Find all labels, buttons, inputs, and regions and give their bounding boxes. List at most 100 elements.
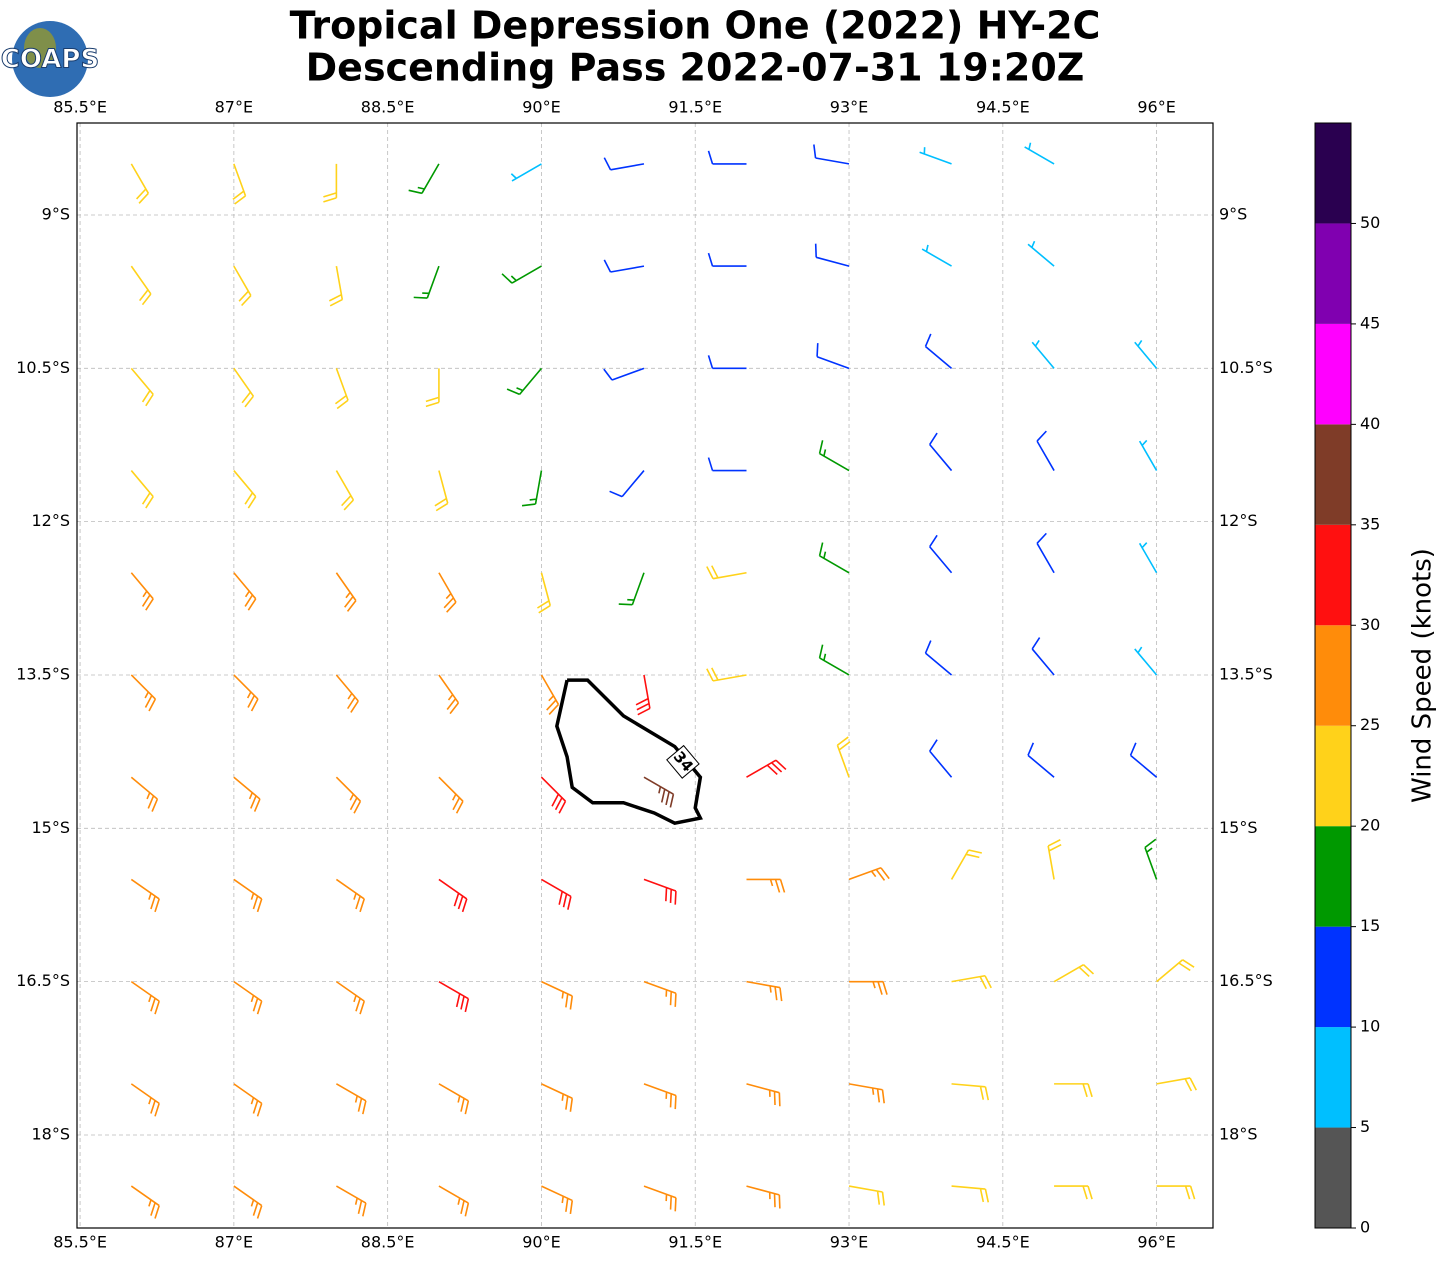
x-tick-label: 93°E (830, 1233, 868, 1252)
wind-barb (707, 457, 747, 472)
plot-frame (76, 122, 1214, 1229)
y-tick-label: 12°S (31, 511, 70, 530)
wind-barb (1036, 532, 1055, 574)
colorbar-frame (1314, 122, 1352, 1229)
x-tick-label: 91.5°E (668, 98, 722, 117)
wind-barb (438, 674, 460, 715)
colorbar-tick-label: 30 (1360, 615, 1380, 634)
wind-barb (130, 776, 159, 812)
y-tick-label: 10.5°S (1219, 358, 1273, 377)
x-tick-label: 93°E (830, 98, 868, 117)
wind-barb (537, 572, 552, 614)
x-tick-label: 91.5°E (668, 1233, 722, 1252)
wind-barb (233, 265, 252, 307)
x-tick-label: 87°E (215, 98, 253, 117)
wind-barb (1129, 742, 1158, 778)
x-tick-label: 85.5°E (53, 98, 107, 117)
wind-barb (818, 542, 850, 574)
wind-barb (618, 572, 645, 606)
colorbar-tick-label: 10 (1360, 1017, 1380, 1036)
wind-barb (438, 980, 470, 1013)
wind-barb (408, 163, 440, 195)
wind-barb (1047, 839, 1062, 880)
colorbar-segment (1315, 926, 1351, 1028)
wind-barb (541, 1083, 574, 1112)
x-tick-label: 94.5°E (976, 98, 1030, 117)
colorbar-tick-label: 5 (1360, 1117, 1370, 1136)
wind-barb (643, 980, 677, 1007)
wind-barb (233, 674, 259, 712)
wind-barb (130, 674, 157, 712)
y-tick-label: 15°S (1219, 818, 1258, 837)
wind-barb (849, 980, 888, 995)
wind-barb (335, 878, 366, 913)
colorbar-segment (1315, 424, 1351, 525)
wind-barb (746, 980, 783, 1002)
wind-barb (1036, 430, 1055, 471)
wind-barb (335, 1185, 367, 1217)
colorbar-segment (1315, 826, 1351, 927)
wind-barb (1024, 142, 1055, 165)
wind-barb (848, 1185, 885, 1206)
wind-barb (335, 1083, 367, 1115)
y-tick-label: 18°S (1219, 1124, 1258, 1143)
x-tick-label: 94.5°E (976, 1233, 1030, 1252)
wind-barb (746, 1185, 781, 1209)
wind-barb (929, 739, 953, 778)
logo: COAPS (0, 21, 100, 97)
wind-barb (438, 878, 468, 913)
wind-barb (335, 572, 357, 612)
wind-barb (541, 980, 574, 1010)
colorbar-segment (1315, 123, 1351, 224)
logo-land (24, 28, 56, 68)
colorbar-tick-label: 50 (1360, 213, 1380, 232)
wind-barb (643, 776, 675, 808)
wind-barb (130, 572, 154, 611)
wind-barb (1054, 1083, 1093, 1098)
wind-barb (335, 470, 355, 511)
wind-barb (929, 432, 953, 472)
wind-barb (643, 1083, 677, 1110)
wind-barb (438, 572, 457, 613)
wind-barb (233, 1083, 263, 1117)
wind-barb (635, 674, 651, 716)
colorbar-tick-label: 0 (1360, 1218, 1370, 1237)
wind-barb (130, 367, 154, 407)
wind-barb (950, 849, 982, 880)
wind-barb (1134, 646, 1158, 676)
wind-barb (233, 572, 257, 611)
wind-barb (328, 265, 344, 307)
wind-barb (1144, 838, 1158, 880)
colorbar-tick-label: 45 (1360, 313, 1380, 332)
wind-barb (233, 776, 261, 812)
wind-barb (540, 674, 560, 715)
wind-barb (1156, 959, 1195, 983)
wind-barb (643, 1185, 677, 1212)
wind-barb (1138, 542, 1158, 574)
wind-barb (1053, 963, 1095, 983)
wind-barb (746, 759, 787, 778)
logo-text: COAPS (1, 45, 99, 75)
wind-barb (603, 259, 645, 273)
wind-barb (130, 1185, 160, 1219)
wind-barb (541, 878, 572, 910)
colorbar-tick-label: 20 (1360, 816, 1380, 835)
wind-barb (130, 265, 152, 306)
wind-barb (848, 1083, 885, 1104)
wind-barb (813, 144, 850, 165)
y-tick-label: 12°S (1219, 511, 1258, 530)
wind-barb (510, 163, 542, 182)
wind-barb (1054, 1185, 1093, 1200)
wind-barb (413, 265, 440, 299)
wind-barb (540, 776, 567, 814)
x-tick-label: 87°E (215, 1233, 253, 1252)
x-tick-label: 96°E (1137, 98, 1175, 117)
wind-barb (233, 367, 255, 408)
y-tick-label: 15°S (31, 818, 70, 837)
wind-barb (609, 470, 645, 498)
x-tick-label: 88.5°E (361, 1233, 415, 1252)
wind-barb (1031, 339, 1055, 369)
wind-barb (707, 355, 747, 370)
y-tick-label: 9°S (42, 204, 70, 223)
